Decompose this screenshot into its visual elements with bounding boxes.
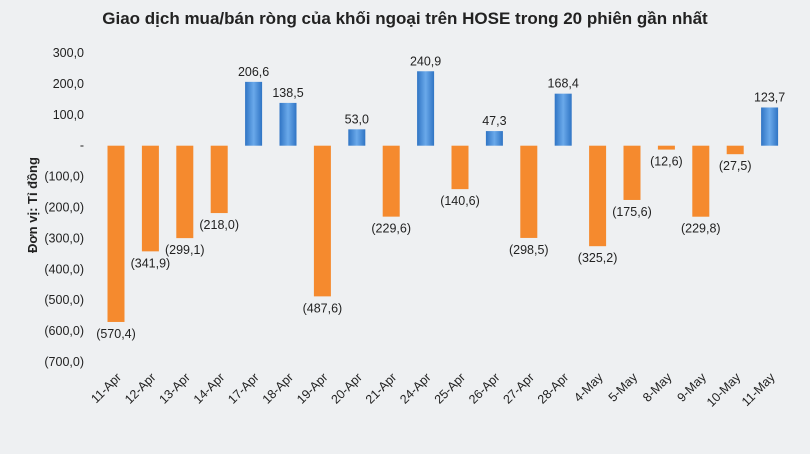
bar <box>279 102 297 146</box>
x-tick-label: 4-May <box>571 370 606 405</box>
data-label: 47,3 <box>482 114 506 128</box>
x-tick-label: 14-Apr <box>191 370 227 406</box>
y-axis: 300,0 200,0 100,0 - (100,0) (200,0) (300,0) (40… <box>44 46 84 369</box>
y-tick-label: (600,0) <box>44 324 84 338</box>
y-tick-label: - <box>80 139 84 153</box>
bars <box>107 71 779 322</box>
bar <box>520 145 538 238</box>
data-label: (299,1) <box>165 243 205 257</box>
data-label: (27,5) <box>719 159 752 173</box>
y-tick-label: 200,0 <box>53 77 84 91</box>
bar <box>761 107 779 146</box>
x-tick-label: 10-May <box>704 370 744 410</box>
data-label: 240,9 <box>410 54 441 68</box>
x-axis: 11-Apr12-Apr13-Apr14-Apr17-Apr18-Apr19-A… <box>88 370 778 410</box>
x-tick-label: 11-Apr <box>88 370 124 406</box>
bar <box>382 145 400 217</box>
y-tick-label: (500,0) <box>44 293 84 307</box>
data-label: 206,6 <box>238 65 269 79</box>
x-tick-label: 28-Apr <box>535 370 571 406</box>
y-tick-label: 100,0 <box>53 108 84 122</box>
bar <box>245 81 263 146</box>
y-axis-label: Đơn vị: Tỉ đồng <box>25 157 40 253</box>
x-tick-label: 21-Apr <box>363 370 399 406</box>
x-tick-label: 27-Apr <box>500 370 536 406</box>
data-label: (487,6) <box>303 301 343 315</box>
y-tick-label: (200,0) <box>44 201 84 215</box>
bar <box>485 131 503 146</box>
bar <box>589 145 607 247</box>
x-tick-label: 11-May <box>739 370 778 409</box>
y-tick-label: (400,0) <box>44 262 84 276</box>
y-tick-label: 300,0 <box>53 46 84 60</box>
bar <box>107 145 125 322</box>
bar <box>348 129 366 146</box>
x-tick-label: 13-Apr <box>156 370 192 406</box>
x-tick-label: 25-Apr <box>432 370 468 406</box>
y-tick-label: (300,0) <box>44 231 84 245</box>
data-label: 138,5 <box>272 86 303 100</box>
x-tick-label: 18-Apr <box>260 370 296 406</box>
bar <box>554 93 572 146</box>
data-label: (229,6) <box>371 222 411 236</box>
bar <box>313 145 331 297</box>
data-label: (218,0) <box>199 218 239 232</box>
data-label: 123,7 <box>754 90 785 104</box>
x-tick-label: 17-Apr <box>225 370 261 406</box>
bar <box>417 71 435 146</box>
bar <box>176 145 194 239</box>
bar <box>451 145 469 190</box>
x-tick-label: 24-Apr <box>397 370 433 406</box>
x-tick-label: 19-Apr <box>294 370 330 406</box>
x-tick-label: 20-Apr <box>328 370 364 406</box>
x-tick-label: 26-Apr <box>466 370 502 406</box>
bar <box>726 145 744 155</box>
data-label: (570,4) <box>96 327 136 341</box>
data-label: (140,6) <box>440 194 480 208</box>
chart-title: Giao dịch mua/bán ròng của khối ngoại tr… <box>102 9 708 28</box>
x-tick-label: 5-May <box>606 370 641 405</box>
y-tick-label: (700,0) <box>44 355 84 369</box>
y-tick-label: (100,0) <box>44 170 84 184</box>
bar <box>692 145 710 217</box>
bar <box>210 145 228 214</box>
data-label: (341,9) <box>131 256 171 270</box>
data-label: (298,5) <box>509 243 549 257</box>
bar <box>141 145 159 252</box>
data-label: (12,6) <box>650 155 683 169</box>
data-label: (229,8) <box>681 222 721 236</box>
data-label: (325,2) <box>578 251 618 265</box>
bar <box>623 145 641 200</box>
bar <box>657 145 675 150</box>
x-tick-label: 8-May <box>640 370 675 405</box>
data-label: (175,6) <box>612 205 652 219</box>
data-label: 168,4 <box>548 77 579 91</box>
x-tick-label: 12-Apr <box>122 370 158 406</box>
data-label: 53,0 <box>345 112 369 126</box>
